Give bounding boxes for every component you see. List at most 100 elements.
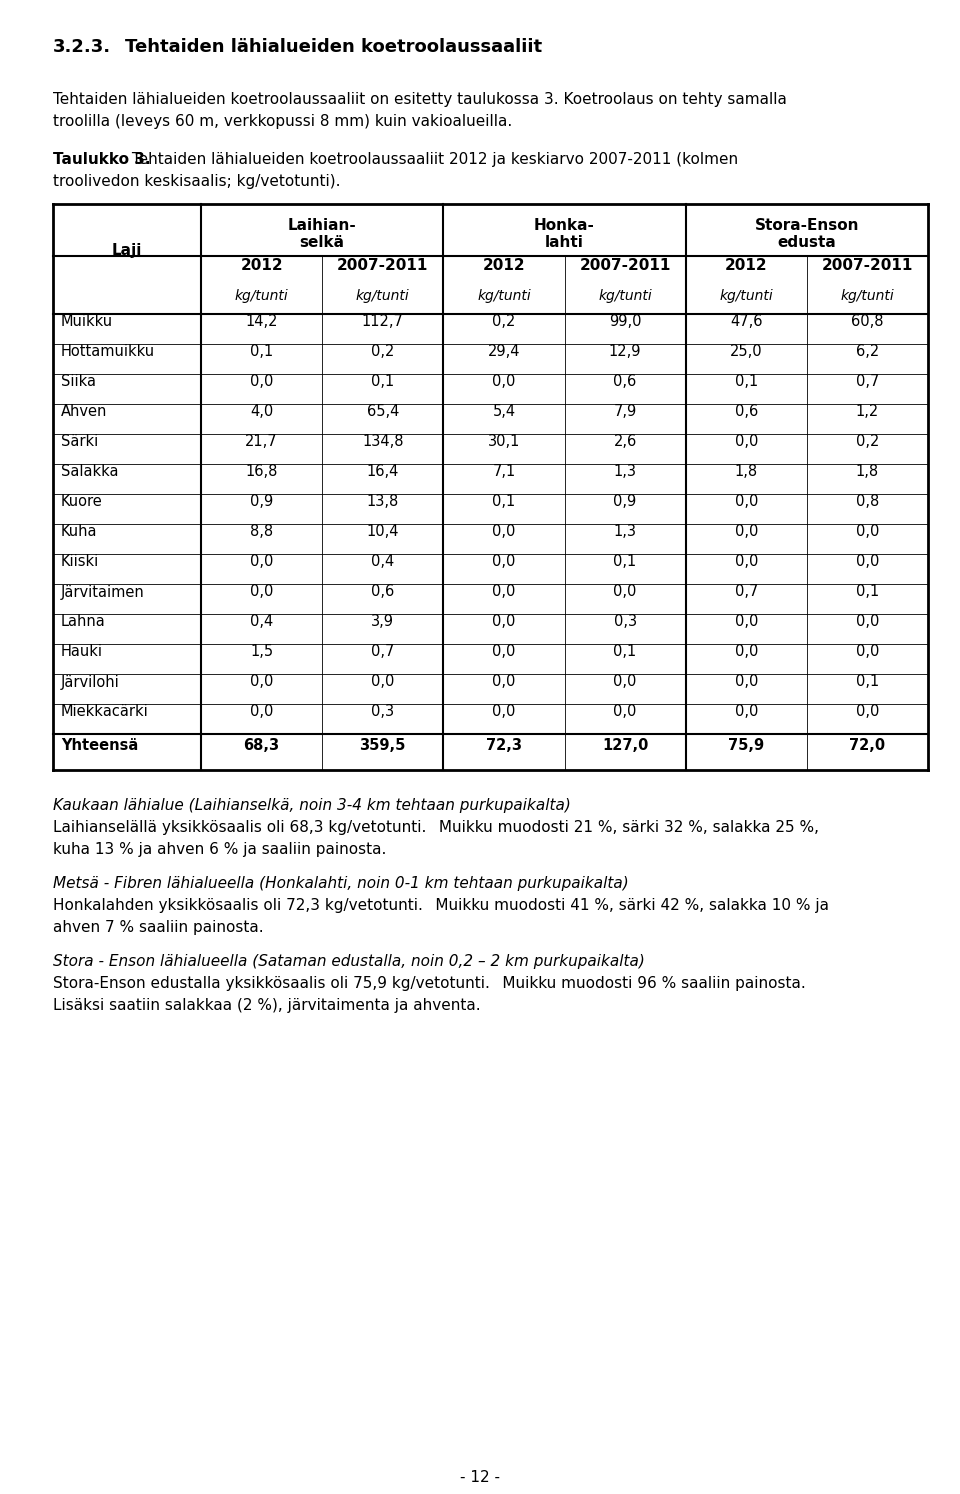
Text: 47,6: 47,6: [730, 315, 762, 330]
Text: Muikku: Muikku: [61, 315, 113, 330]
Text: Honkalahden yksikkösaalis oli 72,3 kg/vetotunti.  Muikku muodosti 41 %, särki 42: Honkalahden yksikkösaalis oli 72,3 kg/ve…: [53, 898, 829, 913]
Text: Lahna: Lahna: [61, 614, 106, 629]
Text: 0,6: 0,6: [734, 405, 757, 420]
Text: Stora-Enson
edusta: Stora-Enson edusta: [755, 218, 859, 251]
Text: 0,1: 0,1: [492, 495, 516, 509]
Text: 0,7: 0,7: [734, 584, 758, 599]
Text: 30,1: 30,1: [488, 435, 520, 450]
Text: 60,8: 60,8: [852, 315, 883, 330]
Text: 2,6: 2,6: [613, 435, 636, 450]
Text: 127,0: 127,0: [602, 738, 648, 753]
Text: 0,1: 0,1: [372, 375, 395, 390]
Text: 3.2.3.: 3.2.3.: [53, 37, 111, 55]
Text: 2012: 2012: [240, 258, 283, 273]
Text: 65,4: 65,4: [367, 405, 399, 420]
Text: troolilla (leveys 60 m, verkkopussi 8 mm) kuin vakioalueilla.: troolilla (leveys 60 m, verkkopussi 8 mm…: [53, 114, 513, 128]
Text: 72,3: 72,3: [486, 738, 522, 753]
Text: 0,0: 0,0: [613, 674, 636, 690]
Text: 112,7: 112,7: [362, 315, 404, 330]
Text: 0,3: 0,3: [613, 614, 636, 629]
Text: Kiiski: Kiiski: [61, 554, 99, 569]
Text: 21,7: 21,7: [245, 435, 277, 450]
Text: 0,9: 0,9: [250, 495, 274, 509]
Text: 25,0: 25,0: [730, 345, 762, 360]
Text: 0,4: 0,4: [372, 554, 395, 569]
Text: 7,9: 7,9: [613, 405, 636, 420]
Text: 0,0: 0,0: [855, 614, 879, 629]
Text: 0,0: 0,0: [492, 614, 516, 629]
Text: 0,0: 0,0: [250, 674, 274, 690]
Text: Kaukaan lähialue (Laihianselkä, noin 3-4 km tehtaan purkupaikalta): Kaukaan lähialue (Laihianselkä, noin 3-4…: [53, 798, 571, 813]
Text: Stora-Enson edustalla yksikkösaalis oli 75,9 kg/vetotunti.  Muikku muodosti 96 %: Stora-Enson edustalla yksikkösaalis oli …: [53, 976, 805, 991]
Text: 0,0: 0,0: [492, 644, 516, 659]
Text: 2007-2011: 2007-2011: [580, 258, 671, 273]
Text: 0,0: 0,0: [855, 644, 879, 659]
Text: 0,1: 0,1: [613, 644, 636, 659]
Text: kg/tunti: kg/tunti: [356, 288, 410, 303]
Text: 75,9: 75,9: [729, 738, 764, 753]
Text: 29,4: 29,4: [488, 345, 520, 360]
Text: 8,8: 8,8: [250, 524, 274, 539]
Text: 0,6: 0,6: [372, 584, 395, 599]
Text: 0,0: 0,0: [250, 584, 274, 599]
Text: 0,0: 0,0: [734, 435, 758, 450]
Text: 16,4: 16,4: [367, 465, 399, 480]
Text: 0,0: 0,0: [250, 554, 274, 569]
Text: kuha 13 % ja ahven 6 % ja saaliin painosta.: kuha 13 % ja ahven 6 % ja saaliin painos…: [53, 843, 386, 858]
Text: 0,1: 0,1: [613, 554, 636, 569]
Text: Miekkасärki: Miekkасärki: [61, 705, 149, 720]
Text: 0,1: 0,1: [734, 375, 757, 390]
Text: 0,4: 0,4: [250, 614, 274, 629]
Text: 0,7: 0,7: [855, 375, 879, 390]
Text: kg/tunti: kg/tunti: [841, 288, 895, 303]
Text: Kuha: Kuha: [61, 524, 98, 539]
Text: Metsä - Fibren lähialueella (Honkalahti, noin 0-1 km tehtaan purkupaikalta): Metsä - Fibren lähialueella (Honkalahti,…: [53, 875, 629, 890]
Text: 5,4: 5,4: [492, 405, 516, 420]
Text: 0,3: 0,3: [372, 705, 395, 720]
Text: 2012: 2012: [483, 258, 525, 273]
Text: 0,7: 0,7: [372, 644, 395, 659]
Text: 16,8: 16,8: [246, 465, 277, 480]
Text: 0,0: 0,0: [492, 674, 516, 690]
Text: Salakka: Salakka: [61, 465, 118, 480]
Text: 72,0: 72,0: [850, 738, 885, 753]
Text: 3,9: 3,9: [372, 614, 395, 629]
Text: 10,4: 10,4: [367, 524, 399, 539]
Text: Hauki: Hauki: [61, 644, 103, 659]
Text: kg/tunti: kg/tunti: [234, 288, 288, 303]
Text: 0,0: 0,0: [372, 674, 395, 690]
Text: Yhteensä: Yhteensä: [61, 738, 138, 753]
Text: 1,8: 1,8: [734, 465, 757, 480]
Text: ahven 7 % saaliin painosta.: ahven 7 % saaliin painosta.: [53, 920, 264, 935]
Text: 0,0: 0,0: [613, 584, 636, 599]
Text: 1,3: 1,3: [613, 465, 636, 480]
Text: kg/tunti: kg/tunti: [719, 288, 773, 303]
Text: 99,0: 99,0: [609, 315, 641, 330]
Text: 1,5: 1,5: [250, 644, 274, 659]
Text: 0,0: 0,0: [734, 495, 758, 509]
Text: Tehtaiden lähialueiden koetroolaussaaliit on esitetty taulukossa 3. Koetroolaus : Tehtaiden lähialueiden koetroolaussaalii…: [53, 93, 787, 108]
Text: 0,6: 0,6: [613, 375, 636, 390]
Text: troolivedon keskisaalis; kg/vetotunti).: troolivedon keskisaalis; kg/vetotunti).: [53, 173, 341, 190]
Text: 6,2: 6,2: [855, 345, 879, 360]
Text: Laji: Laji: [111, 244, 142, 258]
Text: 0,2: 0,2: [372, 345, 395, 360]
Text: 2012: 2012: [725, 258, 768, 273]
Text: kg/tunti: kg/tunti: [477, 288, 531, 303]
Text: 0,9: 0,9: [613, 495, 636, 509]
Text: 359,5: 359,5: [360, 738, 406, 753]
Text: 0,0: 0,0: [250, 375, 274, 390]
Text: 0,0: 0,0: [492, 554, 516, 569]
Text: Järvitaimen: Järvitaimen: [61, 584, 145, 599]
Text: 0,2: 0,2: [855, 435, 879, 450]
Text: 7,1: 7,1: [492, 465, 516, 480]
Text: 0,0: 0,0: [855, 554, 879, 569]
Text: 68,3: 68,3: [244, 738, 279, 753]
Text: 2007-2011: 2007-2011: [337, 258, 428, 273]
Text: Ahven: Ahven: [61, 405, 108, 420]
Text: 0,1: 0,1: [855, 584, 879, 599]
Text: 0,2: 0,2: [492, 315, 516, 330]
Text: 0,0: 0,0: [855, 705, 879, 720]
Text: Siika: Siika: [61, 375, 96, 390]
Text: Hottamuikku: Hottamuikku: [61, 345, 156, 360]
